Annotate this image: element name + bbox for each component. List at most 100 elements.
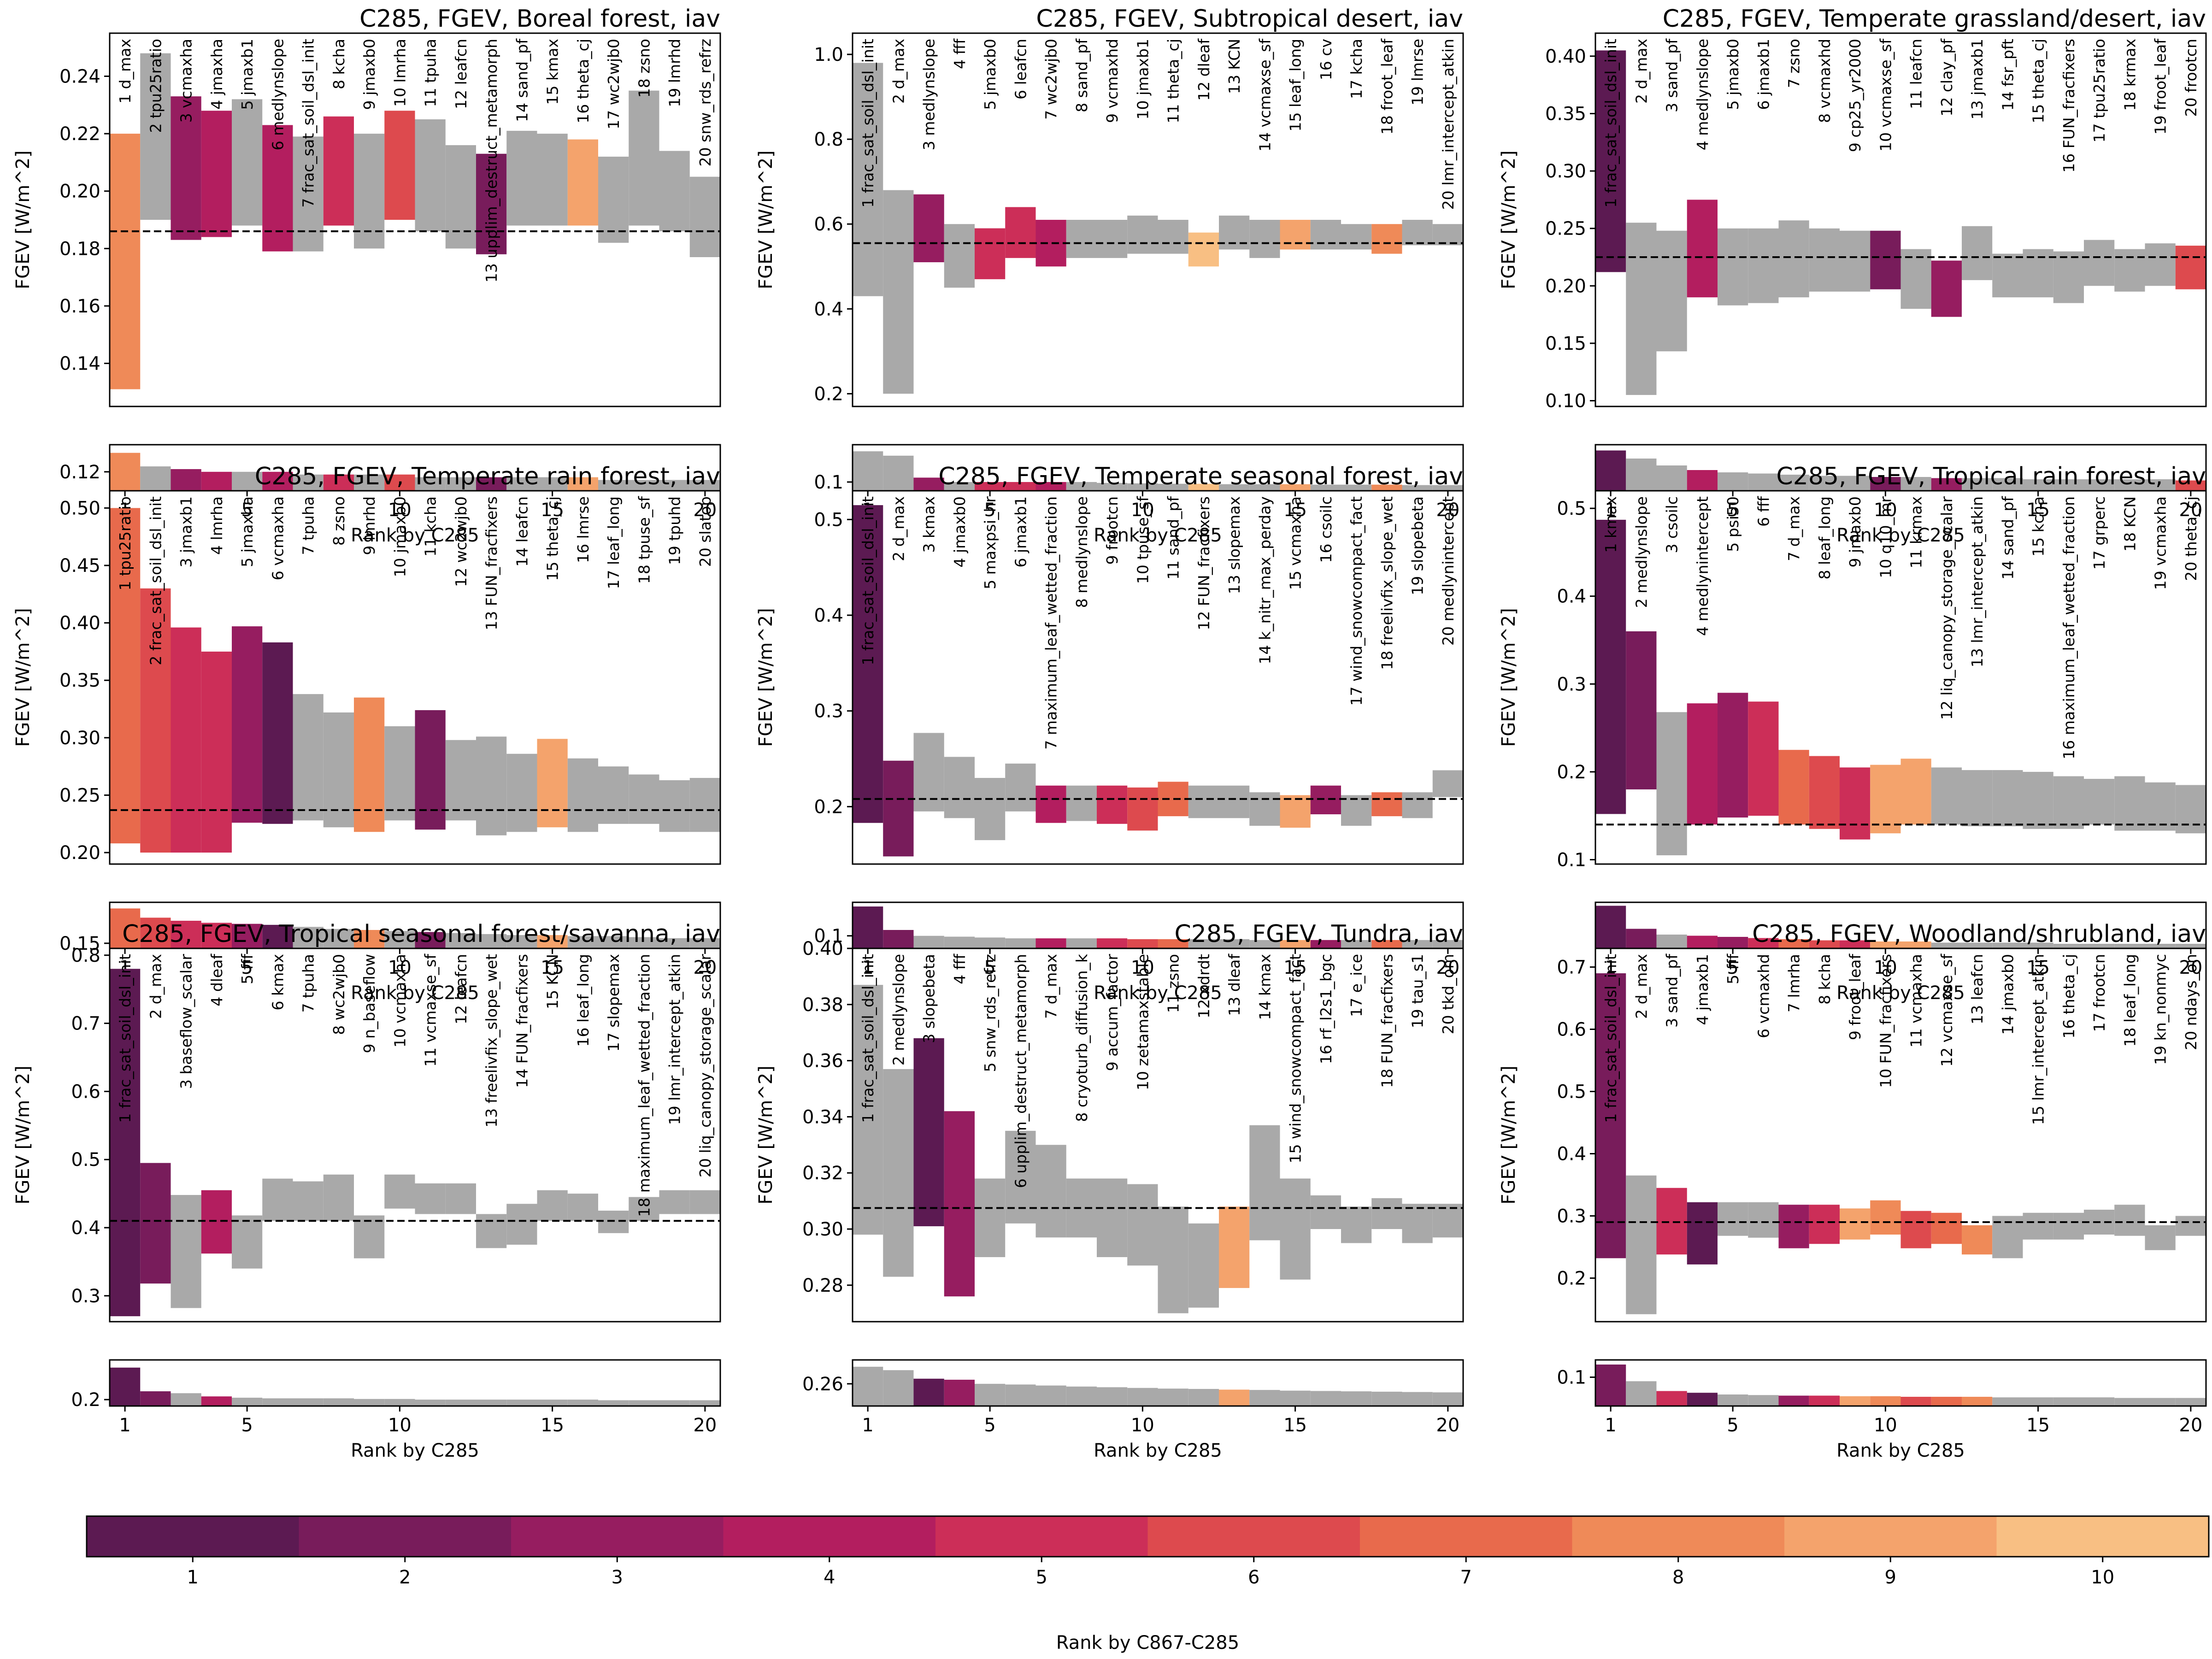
x-tick-label: 1	[119, 1415, 130, 1436]
x-tick-label: 15	[541, 1415, 564, 1436]
param-label-9: 9 accum_factor	[1103, 954, 1121, 1071]
bar-16	[2053, 251, 2084, 303]
bar-16	[1310, 220, 1341, 250]
param-label-13: 13 FUN_fracfixers	[482, 496, 500, 630]
bar-6	[1748, 228, 1779, 303]
x-tick-label: 10	[388, 957, 412, 978]
x-tick-label: 1	[862, 957, 873, 978]
upper-axes-frame	[1594, 490, 2207, 865]
bar-14	[506, 753, 537, 832]
lower-bar-7	[1035, 938, 1066, 948]
param-label-9: 9 n_baseflow	[360, 954, 378, 1053]
param-label-15: 15 kcha	[2030, 496, 2047, 557]
param-label-13: 13 dleaf	[1225, 953, 1243, 1016]
lower-y-tick-label: 0.12	[59, 462, 100, 483]
param-label-2: 2 frac_sat_soil_dsl_init	[147, 496, 165, 665]
bar-11	[1900, 249, 1931, 309]
bar-1	[110, 134, 141, 389]
x-tick-label: 10	[388, 1415, 412, 1436]
x-axis-label: Rank by C285	[351, 1440, 479, 1461]
bar-8	[323, 1174, 354, 1221]
lower-bar-16	[2053, 1397, 2084, 1406]
lower-bar-6	[1748, 938, 1779, 948]
lower-bar-3	[171, 469, 201, 491]
param-label-11: 11 vcmaxha	[1907, 954, 1925, 1047]
y-tick-label: 0.6	[71, 1081, 100, 1102]
y-tick-label: 0.40	[802, 938, 843, 959]
lower-bar-13	[1962, 478, 1993, 491]
lower-bar-17	[598, 936, 629, 948]
bar-1	[1595, 50, 1626, 272]
upper-axes-frame	[852, 490, 1464, 865]
lower-bar-9	[354, 1399, 385, 1406]
y-axis-label: FGEV [W/m^2]	[1498, 150, 1519, 289]
lower-bar-7	[293, 474, 324, 491]
bar-7	[1035, 220, 1066, 267]
y-tick-label: 0.8	[71, 945, 100, 966]
param-label-19: 19 vcmaxha	[2152, 496, 2170, 590]
lower-bar-3	[1656, 935, 1687, 948]
bar-17	[2084, 240, 2115, 286]
lower-bar-19	[659, 480, 690, 491]
param-label-13: 13 upplim_destruct_metamorph	[482, 39, 500, 282]
bar-15	[2023, 1212, 2053, 1240]
y-tick-label: 0.6	[1557, 1019, 1586, 1041]
lower-bar-13	[1962, 1397, 1993, 1406]
param-label-12: 12 FUN_fracfixers	[1195, 496, 1213, 630]
lower-bar-15	[537, 1400, 568, 1406]
x-tick-label: 15	[1283, 500, 1307, 521]
x-tick-label: 20	[1436, 1415, 1459, 1436]
lower-bar-14	[1992, 478, 2023, 491]
y-tick-label: 0.36	[802, 1051, 843, 1072]
lower-bar-7	[1778, 475, 1809, 491]
bar-13	[476, 153, 507, 254]
bar-12	[1188, 232, 1219, 267]
lower-bar-15	[1280, 484, 1311, 491]
param-label-6: 6 kmax	[269, 954, 287, 1011]
colorbar-frame	[86, 1515, 2210, 1558]
param-label-5: 5 snw_rds_refrz	[981, 954, 999, 1072]
bar-4	[944, 1111, 975, 1297]
param-label-16: 16 theta_cj	[2060, 954, 2078, 1039]
param-label-5: 5 jmaxb0	[1724, 39, 1742, 110]
bar-15	[1280, 795, 1311, 828]
bar-13	[1962, 1225, 1993, 1255]
lower-bar-10	[384, 1399, 415, 1406]
chart-title: C285, FGEV, Tropical rain forest, iav	[1776, 463, 2206, 490]
bar-13	[476, 736, 507, 835]
y-tick-label: 0.4	[1557, 586, 1586, 607]
bar-15	[1280, 1178, 1311, 1280]
lower-bar-14	[506, 1400, 537, 1406]
lower-bar-2	[883, 930, 914, 948]
bar-3	[913, 1038, 944, 1226]
param-label-17: 17 wc2wjb0	[605, 39, 623, 129]
colorbar-cell-3	[511, 1516, 724, 1557]
param-label-11: 11 theta_cj	[1165, 39, 1182, 124]
y-tick-label: 0.28	[802, 1275, 843, 1296]
lower-bar-16	[567, 477, 598, 491]
param-label-4: 4 jmaxha	[208, 39, 226, 110]
bar-11	[415, 710, 446, 830]
bar-20	[1432, 224, 1463, 246]
lower-bar-18	[629, 1400, 659, 1406]
param-label-4: 4 dleaf	[208, 953, 226, 1006]
lower-bar-17	[1341, 484, 1372, 491]
bar-11	[415, 119, 446, 231]
y-tick-label: 0.1	[1557, 849, 1586, 871]
bar-6	[262, 642, 293, 824]
bar-9	[354, 697, 385, 832]
x-tick-label: 15	[2026, 500, 2050, 521]
bar-4	[201, 111, 232, 237]
chart-panel-5: 1 frac_sat_soil_dsl_init 2 d_max 3 kmax 4 j…	[755, 463, 1464, 1004]
param-label-9: 9 jmaxb0	[360, 39, 378, 110]
param-label-8: 8 wc2wjb0	[330, 954, 348, 1035]
lower-bar-3	[1656, 465, 1687, 491]
param-label-1: 1 frac_sat_soil_dsl_init	[1602, 954, 1620, 1123]
x-tick-label: 5	[984, 1415, 995, 1436]
lower-axes-frame	[852, 1359, 1464, 1407]
param-label-8: 8 vcmaxhd	[1816, 39, 1834, 123]
bar-16	[1310, 785, 1341, 814]
bar-9	[1097, 1178, 1128, 1257]
lower-bar-13	[476, 477, 507, 491]
lower-bar-4	[1687, 935, 1718, 948]
